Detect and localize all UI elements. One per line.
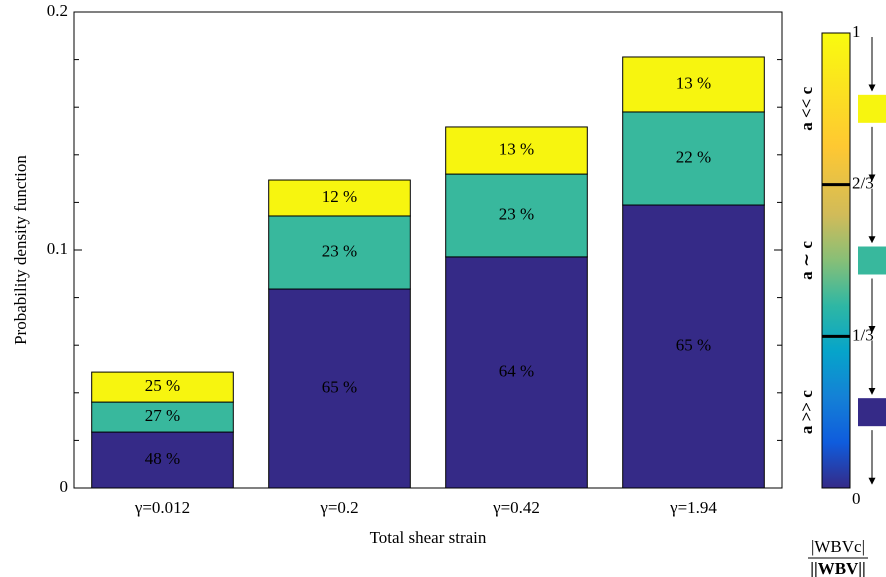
bar-segment [445,256,588,489]
segment-label: 22 % [676,147,711,166]
colorbar-label: ||WBV|| [810,559,866,577]
colorbar-label: |WBVc| [811,537,865,556]
y-tick-label: 0.1 [47,239,68,258]
region-label: a >> c [797,390,816,434]
region-label: a ∼ c [797,241,816,280]
bar-segment [91,401,234,433]
region-swatch [858,398,886,427]
segment-label: 64 % [499,361,534,380]
bar-segment [622,204,765,489]
bar-segment [622,56,765,113]
segment-label: 13 % [676,73,711,92]
bar-segment [268,179,411,217]
y-axis-label: Probability density function [11,155,30,345]
segment-label: 27 % [145,406,180,425]
colorbar-tick-label: 0 [852,489,861,508]
region-swatch [858,94,886,123]
bar-segment [268,288,411,489]
bar-segment [622,111,765,206]
region-swatch [858,246,886,275]
bar-segment [445,126,588,175]
x-axis-label: Total shear strain [370,528,487,547]
colorbar-tick-label: 1 [852,22,861,41]
bar-segment [445,173,588,258]
segment-label: 25 % [145,376,180,395]
x-tick-label: γ=0.42 [492,498,540,517]
segment-label: 13 % [499,139,534,158]
segment-label: 65 % [322,377,357,396]
x-tick-label: γ=0.2 [319,498,358,517]
region-label: a << c [797,86,816,130]
segment-label: 48 % [145,449,180,468]
x-tick-label: γ=1.94 [669,498,717,517]
colorbar [821,32,851,489]
colorbar-tick-label: 1/3 [852,325,874,344]
segment-label: 65 % [676,335,711,354]
bar-segment [91,371,234,403]
segment-label: 23 % [499,204,534,223]
segment-label: 23 % [322,241,357,260]
colorbar-tick-label: 2/3 [852,174,874,193]
x-tick-label: γ=0.012 [134,498,190,517]
segment-label: 12 % [322,187,357,206]
y-tick-label: 0 [60,477,69,496]
bar-segment [268,215,411,290]
y-tick-label: 0.2 [47,1,68,20]
